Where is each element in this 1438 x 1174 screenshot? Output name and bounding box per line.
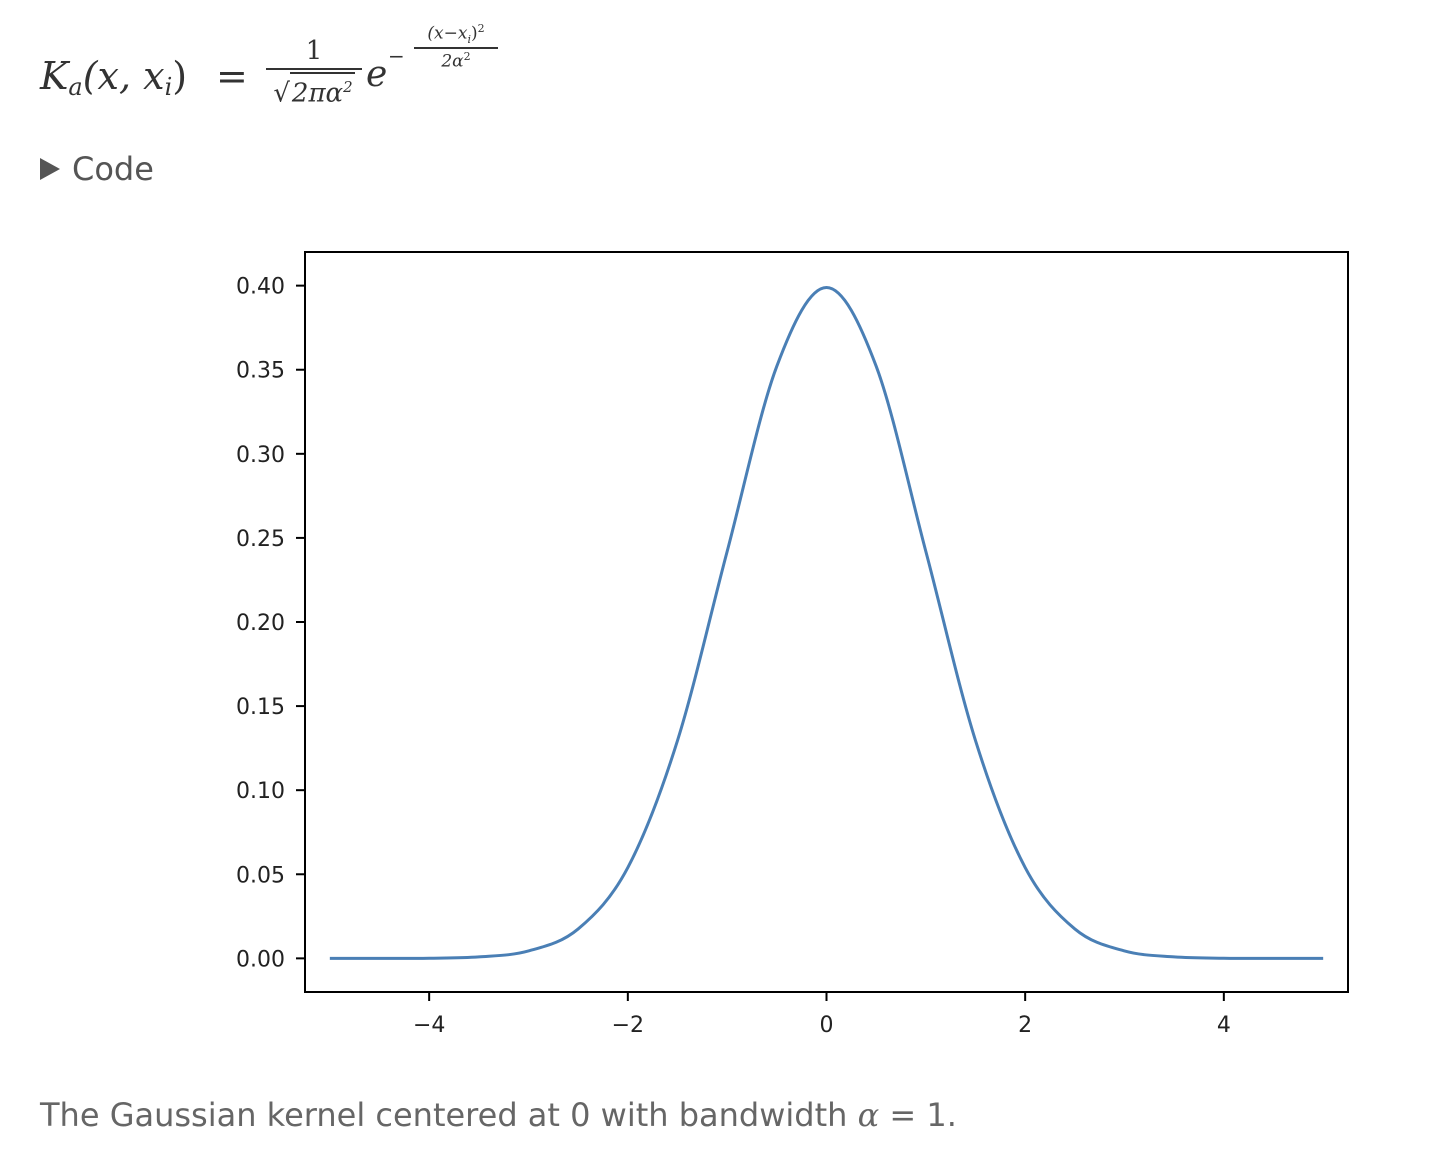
x-tick-label: −2 [612,1013,644,1038]
formula-exponent-fraction: (x−xi)2 2α2 [414,22,498,71]
series-line [329,285,1324,960]
formula-lhs-subscript: a [68,73,83,101]
x-tick-label: 2 [1018,1013,1032,1038]
formula-fraction: 1 √2πα2 [266,36,362,110]
x-axis: −4 −2 0 2 4 [413,992,1231,1038]
y-axis: 0.00 0.05 0.10 0.15 0.20 0.25 0.30 0.35 0.40 [236,275,305,972]
formula-lhs-args: (x, x [82,54,165,98]
code-toggle-label: Code [72,150,154,188]
fraction-bar [266,68,362,70]
sqrt-radical-icon: √ [273,78,290,109]
formula-base: e [366,54,388,95]
y-tick-label: 0.00 [236,947,285,972]
y-tick-label: 0.05 [236,863,285,888]
exponent-fraction-bar [414,47,498,49]
figure-caption: The Gaussian kernel centered at 0 with b… [40,1096,957,1134]
gaussian-kernel-chart: 0.000.050.100.150.200.250.300.350.40 −4−… [236,251,1349,1038]
formula-lhs-args-subscript: i [164,73,173,101]
plot-area [305,252,1348,992]
formula-numerator: 1 [305,36,323,66]
y-tick-label: 0.20 [236,611,285,636]
kernel-formula: Ka(x, xi) = 1 √2πα2 e − (x−xi)2 2α2 [40,14,560,114]
formula-lhs-symbol: K [40,54,69,98]
y-tick-label: 0.30 [236,443,285,468]
formula-exponent-numerator: (x−xi)2 [414,22,498,46]
x-tick-label: 0 [820,1013,834,1038]
caption-prefix: The Gaussian kernel centered at 0 with b… [40,1096,858,1134]
y-tick-label: 0.10 [236,779,285,804]
formula-equals: = [216,54,248,98]
y-tick-label: 0.15 [236,695,285,720]
formula-exponent-denominator: 2α2 [414,50,498,72]
formula-exponent-denominator-sup: 2 [463,49,471,63]
x-tick-label: −4 [413,1013,445,1038]
formula-lhs-close: ) [172,54,188,98]
caption-suffix: = 1. [879,1096,957,1134]
series-layer [329,285,1324,960]
y-tick-label: 0.25 [236,527,285,552]
x-tick-label: 4 [1217,1013,1231,1038]
y-tick-label: 0.35 [236,359,285,384]
caption-symbol: α [857,1096,880,1134]
formula-exponent-numerator-sup: 2 [477,22,485,35]
plot-frame [304,251,1349,993]
y-tick-label: 0.40 [236,275,285,300]
code-toggle[interactable]: Code [40,150,154,188]
formula-exponent-sign: − [388,44,405,68]
formula-exponent-numerator-text: (x−x [427,23,468,44]
formula-exponent-numerator-sub: i [467,33,471,47]
formula-exponent-numerator-close: ) [470,23,478,44]
formula-exponent-denominator-text: 2α [441,51,464,72]
formula-lhs: Ka(x, xi) [40,54,187,101]
formula-denominator-text: 2πα [291,78,344,109]
triangle-right-icon [40,158,60,180]
formula-denominator: √2πα2 [266,72,362,110]
formula-denominator-sup: 2 [343,78,353,96]
